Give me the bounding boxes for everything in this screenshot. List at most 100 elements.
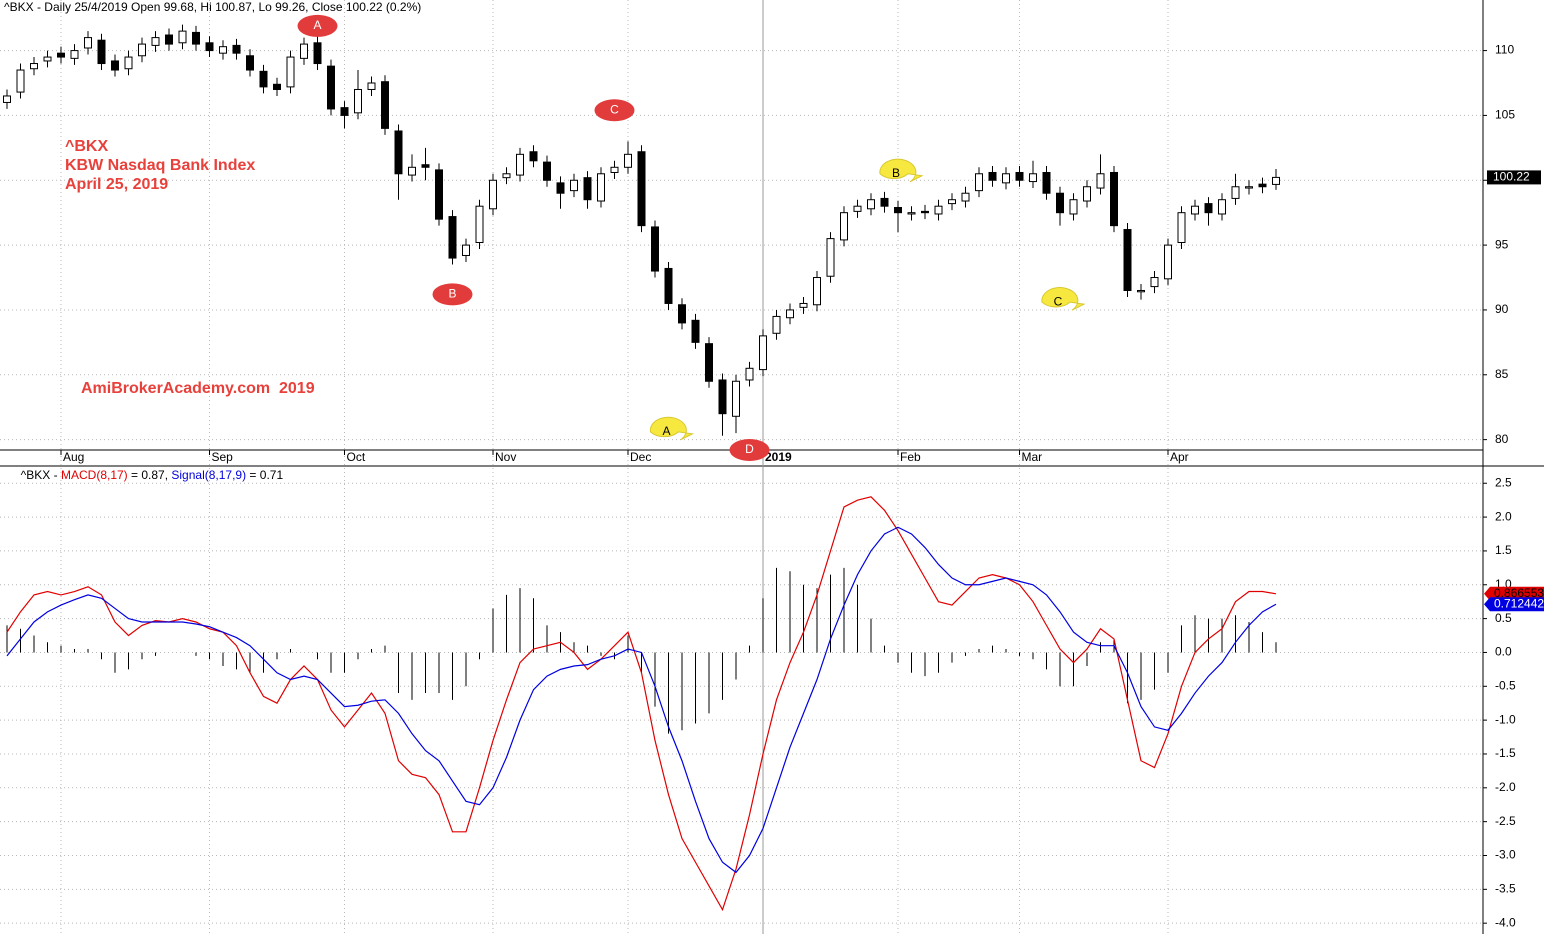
indicator-line <box>6 526 1277 874</box>
y-tick-label: 2.0 <box>1495 509 1512 523</box>
header-prefix: ^BKX - <box>21 468 61 482</box>
x-tick-label: 2019 <box>765 450 792 464</box>
y-tick-label: 90 <box>1495 302 1509 316</box>
bubble-shape <box>432 283 473 306</box>
y-tick-label: -1.0 <box>1495 712 1516 726</box>
candle-body <box>840 212 848 241</box>
candle-body <box>327 65 335 110</box>
x-tick-label: Mar <box>1022 450 1043 464</box>
annotation: A <box>297 14 338 37</box>
candle-body <box>381 81 389 129</box>
candle-body <box>597 173 605 202</box>
note: KBW Nasdaq Bank Index <box>65 157 255 174</box>
candle-body <box>624 153 632 168</box>
candle-body <box>43 56 52 62</box>
candle-body <box>57 52 65 58</box>
candle-body <box>3 95 11 103</box>
candle-body <box>1137 289 1145 293</box>
candle-body <box>907 212 916 215</box>
candle-body <box>516 153 524 176</box>
annotation-label: B <box>448 287 456 301</box>
candle-body <box>813 277 821 306</box>
candle-body <box>948 199 956 205</box>
y-tick-label: 80 <box>1495 432 1509 446</box>
candle-body <box>988 171 997 181</box>
candle-body <box>1218 199 1226 215</box>
candle-body <box>880 197 889 207</box>
annotation-label: A <box>313 18 321 32</box>
candle-body <box>867 199 875 210</box>
candle-body <box>1069 199 1078 215</box>
candle-body <box>732 380 740 417</box>
y-tick-label: -0.5 <box>1495 678 1516 692</box>
annotation-label: D <box>745 442 754 456</box>
x-tick-label: Oct <box>347 450 366 464</box>
candle-body <box>313 42 322 65</box>
candle-body <box>975 173 983 192</box>
bubble-shape <box>297 14 338 37</box>
x-tick-label: Sep <box>212 450 234 464</box>
plot-layer <box>3 24 1280 912</box>
annotation: B <box>432 283 473 306</box>
candle-body <box>97 39 106 65</box>
y-tick-label: 2.5 <box>1495 475 1512 489</box>
candle-body <box>192 31 200 45</box>
candle-body <box>1245 186 1253 189</box>
candle-body <box>637 151 646 227</box>
candle-body <box>489 179 497 210</box>
candle-body <box>435 169 443 220</box>
indicator-line <box>6 496 1277 912</box>
candle-body <box>570 179 578 192</box>
last-value-label: 0.866553 <box>1494 586 1544 600</box>
candle-body <box>367 82 376 90</box>
candle-body <box>1258 183 1267 188</box>
annotation: D <box>729 439 770 461</box>
candle-body <box>556 182 565 194</box>
y-tick-label: -3.0 <box>1495 848 1516 862</box>
annotation-label: A <box>662 424 670 438</box>
candle-body <box>718 379 727 415</box>
candle-body <box>678 304 686 324</box>
candle-body <box>1191 205 1199 215</box>
candle-body <box>934 205 943 215</box>
header-signal-value: = 0.71 <box>246 468 283 482</box>
legend-macd: MACD(8,17) <box>61 468 128 482</box>
candle-body <box>259 70 268 88</box>
candle-body <box>151 37 160 46</box>
candle-body <box>543 161 551 181</box>
candle-body <box>408 166 416 176</box>
candle-body <box>205 42 214 52</box>
candle-body <box>894 206 902 214</box>
candle-body <box>1042 171 1051 194</box>
y-tick-label: 105 <box>1495 108 1515 122</box>
candle-body <box>921 210 929 214</box>
candle-body <box>651 226 659 272</box>
candle-body <box>124 56 133 70</box>
candle-body <box>448 216 457 259</box>
price-header: ^BKX - Daily 25/4/2019 Open 99.68, Hi 10… <box>4 0 421 14</box>
note: ^BKX <box>65 138 108 155</box>
annotation-label: C <box>610 102 619 116</box>
candle-body <box>1002 173 1010 184</box>
annotation: A <box>649 416 695 441</box>
candle-body <box>583 177 592 201</box>
callout-shape <box>1041 287 1086 311</box>
y-tick-label: 1.5 <box>1495 543 1512 557</box>
candle-body <box>1164 244 1172 280</box>
candle-body <box>1177 212 1186 244</box>
candle-body <box>1096 173 1105 189</box>
watermark: AmiBrokerAcademy.com 2019 <box>81 380 315 397</box>
annotation: C <box>1041 287 1086 311</box>
candle-body <box>16 69 25 93</box>
candle-body <box>340 107 349 116</box>
candle-body <box>246 55 254 71</box>
candle-body <box>232 44 241 54</box>
annotation-label: C <box>1054 294 1063 308</box>
candle-body <box>786 309 794 319</box>
candle-body <box>111 60 119 71</box>
callout-shape <box>879 158 924 183</box>
annotation: C <box>594 99 635 122</box>
